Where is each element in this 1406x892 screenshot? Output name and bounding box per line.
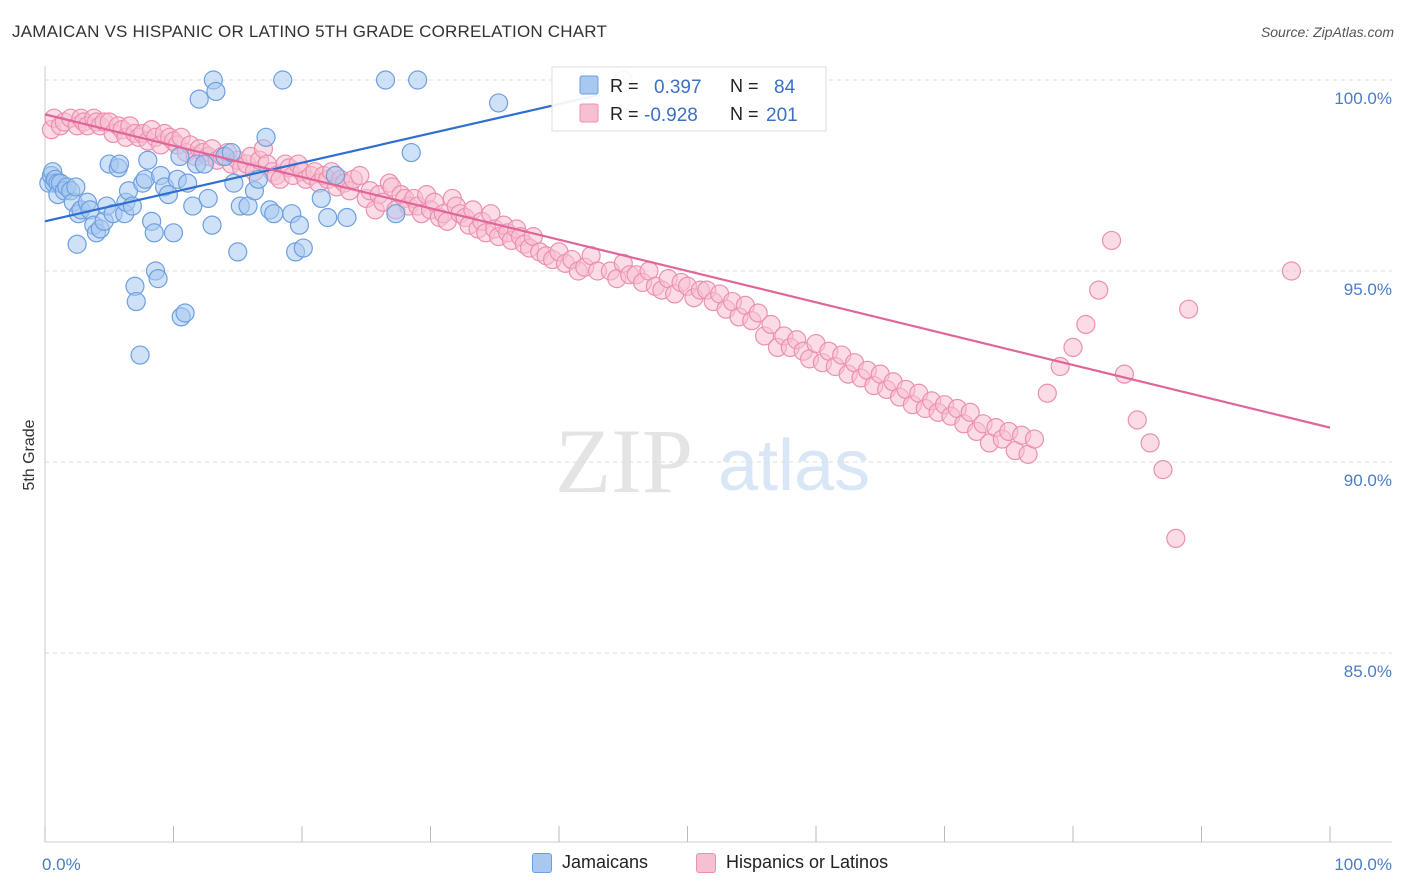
jamaicans-point xyxy=(325,165,346,186)
hispanics-point xyxy=(1140,433,1160,453)
jamaicans-point xyxy=(408,70,428,90)
legend-n-value-1: 84 xyxy=(774,77,796,98)
hispanics-point xyxy=(748,303,768,323)
jamaicans-point xyxy=(337,207,357,228)
jamaicans-point xyxy=(138,150,158,170)
legend-swatch-pink xyxy=(579,103,599,123)
hispanics-point xyxy=(1166,528,1186,549)
jamaicans-point xyxy=(109,154,130,174)
data-points xyxy=(39,70,1302,549)
legend-n-label-2: N = xyxy=(730,104,759,124)
jamaicans-point xyxy=(126,291,146,312)
hispanics-point xyxy=(1114,364,1135,384)
hispanics-point xyxy=(1024,429,1045,449)
jamaicans-point xyxy=(194,154,214,174)
jamaicans-trend-line xyxy=(44,94,598,223)
jamaicans-point xyxy=(293,238,313,258)
legend-item-hispanics: Hispanics or Latinos xyxy=(696,852,888,873)
jamaicans-point xyxy=(163,223,184,243)
y-tick-label: 95.0% xyxy=(1344,280,1392,299)
source-label: Source: ZipAtlas.com xyxy=(1260,24,1394,40)
chart-title: JAMAICAN VS HISPANIC OR LATINO 5TH GRADE… xyxy=(12,22,608,41)
jamaicans-point xyxy=(148,269,168,289)
hispanics-point xyxy=(1101,230,1122,251)
legend-swatch-hispanics xyxy=(696,852,716,873)
tick-labels: 100.0% 95.0% 90.0% 85.0% 0.0% 100.0% xyxy=(42,89,1392,874)
legend-swatch-blue xyxy=(579,75,599,95)
jamaicans-point xyxy=(318,207,338,228)
trend-lines xyxy=(44,94,1331,429)
jamaicans-point xyxy=(401,142,421,163)
jamaicans-point xyxy=(273,70,293,90)
legend-label-jamaicans: Jamaicans xyxy=(562,852,649,872)
hispanics-point xyxy=(1037,383,1057,403)
watermark-zip: ZIP xyxy=(555,410,693,512)
y-axis-title: 5th Grade xyxy=(21,419,38,490)
jamaicans-point xyxy=(206,81,226,102)
jamaicans-point xyxy=(170,146,190,166)
hispanics-point xyxy=(1089,280,1109,300)
y-tick-label: 90.0% xyxy=(1344,471,1392,490)
jamaicans-point xyxy=(264,204,284,224)
hispanics-trend-line xyxy=(44,113,1331,429)
jamaicans-point xyxy=(256,127,276,147)
legend-r-label-1: R = xyxy=(610,76,639,96)
legend-r-value-2: -0.928 xyxy=(644,105,698,126)
hispanics-point xyxy=(1281,261,1302,281)
jamaicans-point xyxy=(289,215,310,235)
y-tick-label: 100.0% xyxy=(1334,89,1392,108)
jamaicans-point xyxy=(202,215,222,235)
legend-label-hispanics: Hispanics or Latinos xyxy=(726,852,889,872)
series-legend: Jamaicans Hispanics or Latinos xyxy=(0,852,1406,878)
hispanics-point xyxy=(761,314,781,335)
jamaicans-point xyxy=(386,204,406,224)
legend-swatch-jamaicans xyxy=(532,852,552,873)
jamaicans-point xyxy=(489,93,509,113)
x-tick-label-start: 0.0% xyxy=(42,855,81,874)
jamaicans-point xyxy=(130,345,150,365)
hispanics-point xyxy=(1063,337,1083,357)
y-tick-label: 85.0% xyxy=(1344,662,1392,681)
legend-r-value-1: 0.397 xyxy=(654,77,702,98)
jamaicans-point xyxy=(175,303,195,323)
jamaicans-point xyxy=(311,188,331,209)
legend-item-jamaicans: Jamaicans xyxy=(532,852,648,873)
hispanics-point xyxy=(1179,299,1199,319)
hispanics-point xyxy=(1127,410,1147,430)
jamaicans-point xyxy=(228,242,248,262)
hispanics-point xyxy=(960,402,980,422)
hispanics-point xyxy=(1153,460,1173,480)
watermark-atlas: atlas xyxy=(718,426,870,506)
jamaicans-point xyxy=(221,142,241,163)
jamaicans-point xyxy=(375,70,396,90)
stats-legend: R = 0.397 N = 84 R = -0.928 N = 201 xyxy=(551,66,827,132)
legend-r-label-2: R = xyxy=(610,104,639,124)
x-tick-label-end: 100.0% xyxy=(1334,855,1392,874)
jamaicans-point xyxy=(183,196,203,216)
hispanics-point xyxy=(350,165,370,186)
legend-n-label-1: N = xyxy=(730,76,759,96)
jamaicans-point xyxy=(144,223,164,243)
jamaicans-point xyxy=(67,234,87,254)
jamaicans-point xyxy=(189,89,209,109)
axes xyxy=(44,66,1392,843)
legend-n-value-2: 201 xyxy=(766,105,798,126)
jamaicans-point xyxy=(198,188,218,209)
jamaicans-point xyxy=(66,177,86,197)
hispanics-point xyxy=(1076,314,1096,335)
